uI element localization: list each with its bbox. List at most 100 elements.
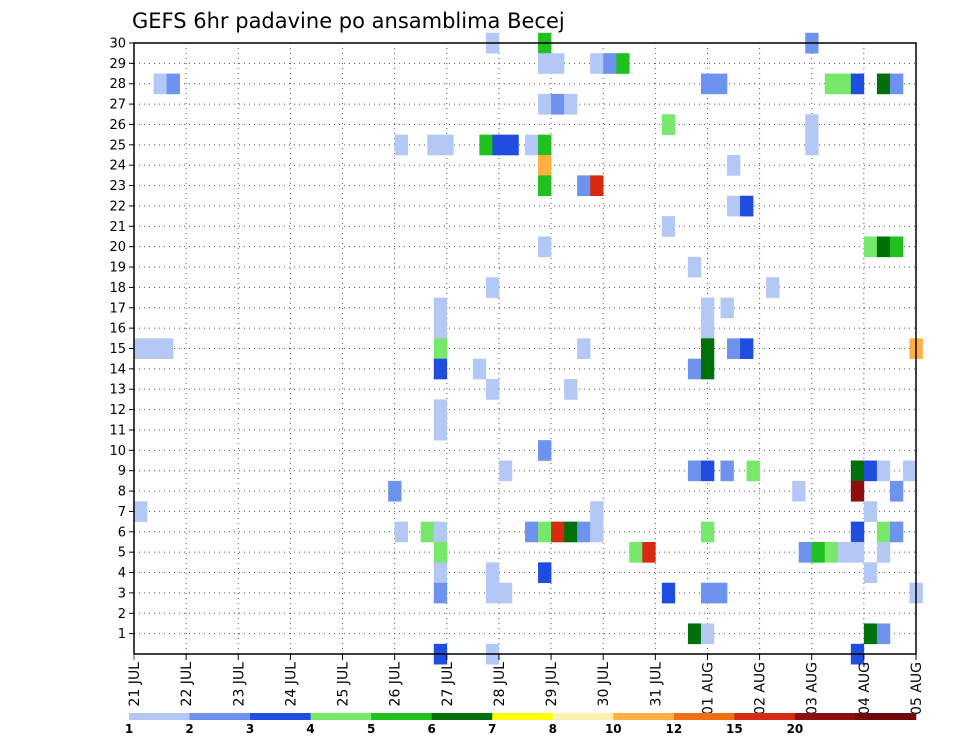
precip-cell [713,73,728,95]
precip-cell [700,582,715,604]
precip-cell [564,521,578,543]
legend-label: 6 [428,722,436,736]
precip-cell [388,480,402,502]
precip-cell [538,53,552,74]
y-tick-label: 27 [109,98,126,113]
y-tick-label: 25 [109,138,126,153]
precip-cell [505,134,519,156]
legend-swatch [129,713,190,720]
precip-cell [485,277,500,298]
y-tick-label: 1 [118,627,126,642]
precip-cell [837,541,852,563]
precip-cell [564,379,578,400]
x-tick-label: 05 AUG [909,662,925,715]
precip-cell [498,460,513,482]
y-tick-label: 30 [109,37,126,52]
y-tick-label: 5 [118,546,126,561]
x-tick-label: 01 AUG [700,662,716,715]
precip-cell [720,460,734,482]
precip-cell [479,134,493,156]
legend-swatch [794,713,856,720]
x-tick-label: 02 AUG [753,662,769,715]
precip-cell [433,317,448,339]
precip-cell [498,582,513,604]
precip-cell [394,521,408,543]
precip-cell [876,73,891,95]
legend-label: 20 [787,722,804,736]
precip-cell [700,521,715,543]
x-axis-ticks: 21 JUL 22 JUL 23 JUL 24 JUL 25 JUL 26 JUL 27 J… [127,654,925,715]
x-tick-label: 31 JUL [648,662,664,707]
precip-cell [687,358,702,380]
y-tick-label: 20 [109,240,126,255]
x-tick-label: 23 JUL [231,662,247,707]
precip-cell [876,460,891,482]
precip-cell [427,134,441,156]
y-tick-label: 6 [118,525,126,540]
x-tick-label: 29 JUL [544,662,560,707]
legend-label: 5 [367,722,375,736]
y-tick-label: 2 [118,607,126,622]
precip-cell [727,338,741,359]
y-tick-label: 9 [118,464,126,479]
precip-cell [525,521,539,543]
y-tick-label: 3 [118,586,126,601]
legend-swatch [431,713,493,720]
precip-cell [525,134,539,156]
x-tick-label: 03 AUG [805,662,821,715]
precip-cell [603,53,617,74]
precip-cell [642,541,656,563]
precip-cell [661,216,676,237]
precip-cell [902,460,917,482]
precip-cell [492,134,506,156]
precip-cell [433,358,448,380]
precip-cell [687,623,702,645]
y-tick-label: 22 [109,199,126,214]
precip-cell [538,521,552,543]
precip-cell [850,541,865,563]
precip-cell [147,338,161,359]
precip-cell [538,440,552,461]
precip-cell [485,582,500,604]
precip-cell [153,73,167,95]
precip-cell [700,73,715,95]
y-tick-label: 12 [109,403,126,418]
precip-cell [824,541,839,563]
legend-swatch [552,713,614,720]
precip-cell [740,338,754,359]
precip-cell [433,521,448,543]
y-tick-label: 24 [109,159,126,174]
legend-swatch [310,713,372,720]
y-tick-label: 17 [109,301,126,316]
precip-cell [538,236,552,258]
precip-cell [850,521,865,543]
precip-cell [850,480,865,502]
precip-cell [538,155,552,176]
precip-cell [590,501,604,522]
legend-swatch [492,713,554,720]
y-tick-label: 14 [109,362,126,377]
y-tick-label: 10 [109,444,126,459]
y-tick-label: 15 [109,342,126,357]
precip-cell [700,358,715,380]
precip-cell [876,236,891,258]
x-tick-label: 04 AUG [857,662,873,715]
precip-cell [687,256,702,278]
legend-label: 3 [246,722,254,736]
precip-cell [889,521,904,543]
precip-cell [700,317,715,339]
precip-cell [433,399,448,421]
legend-label: 4 [306,722,314,736]
x-tick-label: 25 JUL [336,662,352,707]
precip-cell [661,114,676,135]
y-tick-label: 13 [109,383,126,398]
y-tick-label: 4 [118,566,126,581]
legend-swatch [371,713,432,720]
x-tick-label: 28 JUL [492,662,508,707]
legend-label: 10 [605,722,622,736]
precip-cell [538,175,552,197]
precip-cell [538,93,552,115]
precip-cell [850,73,865,95]
precip-cell [792,480,806,502]
